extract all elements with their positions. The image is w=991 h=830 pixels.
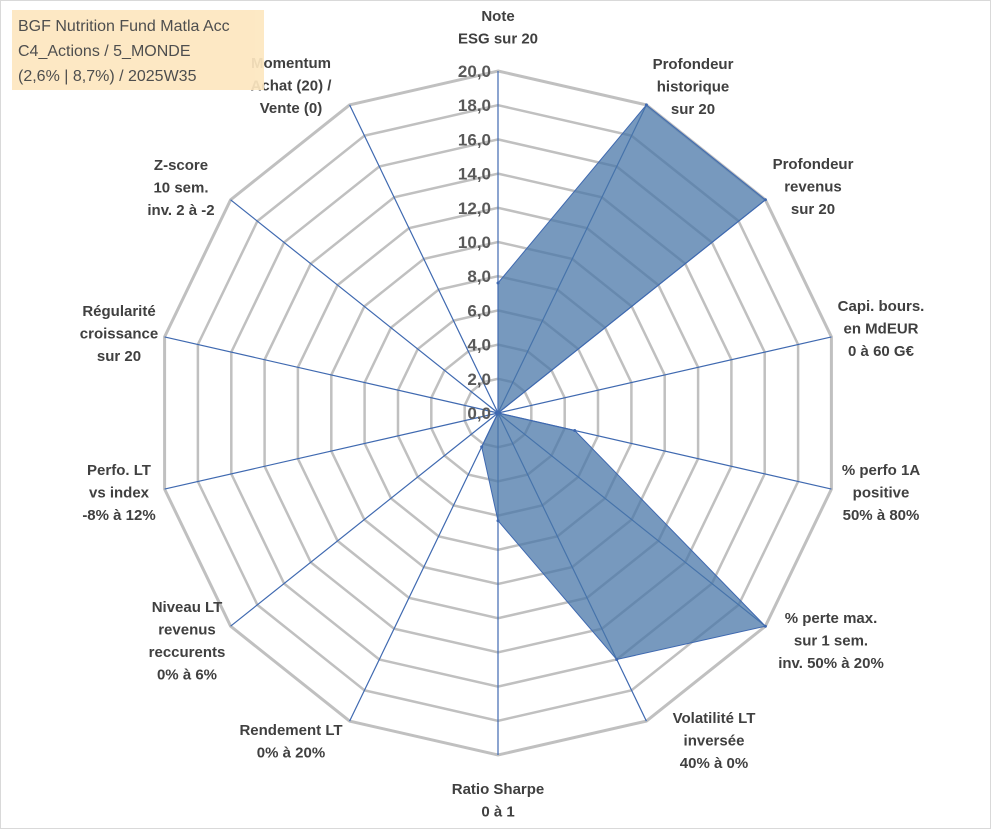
tick-label: 0,0 — [467, 404, 491, 423]
axis-label: Volatilité LT inversée 40% à 0% — [673, 710, 756, 772]
axis-label-line: % perte max. — [785, 610, 878, 627]
axis-label: Perfo. LT vs index -8% à 12% — [82, 462, 155, 524]
fund-name: BGF Nutrition Fund Matla Acc — [18, 18, 230, 35]
axis-label-line: Capi. bours. — [838, 298, 925, 315]
axis-spoke — [349, 412, 499, 722]
tick-label: 16,0 — [458, 130, 491, 149]
radial-tick-labels: 0,0 2,0 4,0 6,0 8,0 10,0 12,0 14,0 16,0 18,0 20,0 — [458, 62, 491, 423]
axis-label-line: Rendement LT — [239, 722, 342, 739]
axis-label-line: historique — [657, 79, 730, 96]
axis-label-line: Vente (0) — [260, 100, 323, 117]
axis-label-line: 0 à 60 G€ — [848, 343, 915, 360]
data-point — [615, 658, 619, 661]
axis-label-line: Profondeur — [653, 56, 734, 73]
axis-label-line: sur 1 sem. — [794, 633, 868, 650]
axis-label-line: reccurents — [149, 644, 226, 661]
radar-series — [480, 103, 767, 661]
tick-label: 6,0 — [467, 301, 491, 320]
axis-label: Régularité croissance sur 20 — [80, 303, 158, 365]
axis-label-line: 0% à 6% — [157, 667, 217, 684]
axis-label-line: Ratio Sharpe — [452, 781, 545, 798]
axis-spoke — [230, 199, 499, 414]
data-point — [644, 103, 648, 107]
axis-label-line: Z-score — [154, 157, 208, 174]
axis-label-line: 10 sem. — [153, 180, 208, 197]
axis-label-line: sur 20 — [791, 201, 835, 218]
axis-label-line: 0 à 1 — [481, 804, 514, 821]
tick-label: 8,0 — [467, 267, 491, 286]
fund-title-box: BGF Nutrition Fund Matla Acc C4_Actions … — [12, 10, 264, 90]
axis-label: Ratio Sharpe 0 à 1 — [452, 781, 545, 821]
fund-category: C4_Actions / 5_MONDE — [18, 43, 191, 60]
axis-label-line: Niveau LT — [152, 599, 223, 616]
tick-label: 4,0 — [467, 336, 491, 355]
axis-label-line: Régularité — [82, 303, 155, 320]
axis-label: Rendement LT 0% à 20% — [239, 722, 342, 762]
axis-labels: Note ESG sur 20 Profondeur historique sur 20… — [80, 8, 925, 821]
axis-spoke — [349, 104, 499, 414]
axis-label-line: 0% à 20% — [257, 745, 325, 762]
axis-spoke — [497, 336, 832, 414]
axis-label-line: -8% à 12% — [82, 507, 155, 524]
axis-label-line: vs index — [89, 485, 150, 502]
tick-label: 20,0 — [458, 62, 491, 81]
axis-spoke — [164, 412, 499, 490]
axis-label-line: revenus — [158, 622, 216, 639]
axis-label-line: 50% à 80% — [843, 507, 920, 524]
axis-label: Momentum Achat (20) / Vente (0) — [251, 55, 333, 117]
axis-label: Profondeur revenus sur 20 — [773, 156, 854, 218]
data-point — [763, 624, 767, 628]
axis-label-line: croissance — [80, 326, 158, 343]
axis-label-line: % perfo 1A — [842, 462, 921, 479]
axis-label: % perte max. sur 1 sem. inv. 50% à 20% — [778, 610, 884, 672]
data-point — [496, 411, 500, 415]
axis-label-line: positive — [853, 485, 910, 502]
axis-label: Capi. bours. en MdEUR 0 à 60 G€ — [838, 298, 925, 360]
axis-spoke — [230, 412, 499, 627]
series-area — [481, 104, 767, 661]
axis-label-line: ESG sur 20 — [458, 31, 538, 48]
tick-label: 14,0 — [458, 165, 491, 184]
data-point — [573, 429, 577, 432]
axis-label: Z-score 10 sem. inv. 2 à -2 — [147, 157, 214, 219]
tick-label: 18,0 — [458, 96, 491, 115]
axis-label-line: en MdEUR — [844, 321, 919, 338]
axis-label: % perfo 1A positive 50% à 80% — [842, 462, 921, 524]
axis-label-line: inv. 2 à -2 — [147, 202, 214, 219]
axis-label-line: Volatilité LT — [673, 710, 756, 727]
axis-spoke — [164, 336, 499, 414]
tick-label: 12,0 — [458, 199, 491, 218]
axis-label-line: Achat (20) / — [251, 78, 333, 95]
axis-label-line: Momentum — [251, 55, 331, 72]
data-point — [496, 519, 500, 523]
fund-stats: (2,6% | 8,7%) / 2025W35 — [18, 68, 197, 85]
tick-label: 10,0 — [458, 233, 491, 252]
tick-label: 2,0 — [467, 370, 491, 389]
axis-label-line: sur 20 — [97, 348, 141, 365]
data-point — [496, 281, 500, 285]
data-point — [480, 445, 484, 449]
axis-label-line: Perfo. LT — [87, 462, 151, 479]
axis-label-line: inversée — [684, 733, 745, 750]
axis-label: Profondeur historique sur 20 — [653, 56, 734, 118]
axis-label: Niveau LT revenus reccurents 0% à 6% — [149, 599, 226, 684]
axis-label-line: Note — [481, 8, 514, 25]
axis-label: Note ESG sur 20 — [458, 8, 538, 48]
axis-label-line: revenus — [784, 179, 842, 196]
axis-label-line: Profondeur — [773, 156, 854, 173]
axis-label-line: inv. 50% à 20% — [778, 655, 884, 672]
axis-label-line: sur 20 — [671, 101, 715, 118]
data-point — [763, 198, 767, 202]
axis-label-line: 40% à 0% — [680, 755, 748, 772]
